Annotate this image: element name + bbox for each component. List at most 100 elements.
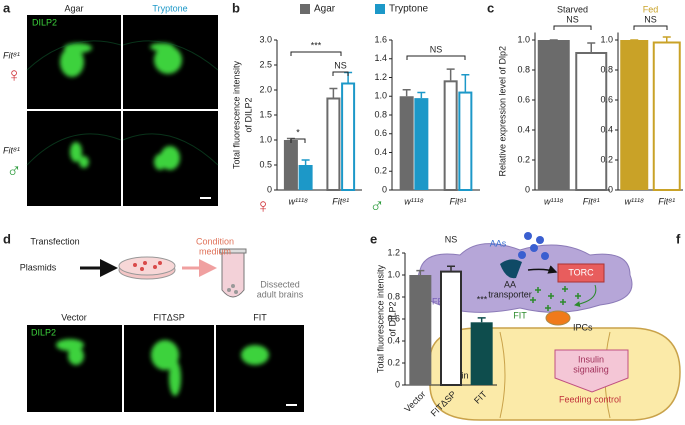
y-tick-label: 0.2 (517, 154, 530, 164)
y-axis-label: of DILP2 (387, 301, 397, 336)
step-label: Plasmids (20, 262, 57, 272)
y-axis-label: Total fluorescence intensity (231, 60, 241, 169)
x-tick-label: Vector (402, 389, 427, 414)
panel-label: a (3, 0, 11, 15)
x-tick-label: w¹¹¹⁸ (544, 196, 563, 206)
diagram-label: TORC (568, 267, 594, 277)
bracket (406, 55, 466, 60)
panel-label: d (3, 231, 11, 246)
bar (652, 41, 681, 191)
bar (409, 275, 432, 385)
diagram-label: Insulin (578, 354, 604, 364)
bar (443, 80, 458, 191)
x-tick-label: Fit⁸¹ (450, 196, 467, 206)
step-label: Condition (196, 236, 234, 246)
y-tick-label: 0.6 (517, 94, 530, 104)
annotation: NS (430, 44, 443, 54)
genotype-label: Fit⁸¹ (3, 50, 20, 60)
error-bar (301, 159, 310, 165)
error-bar (446, 68, 455, 81)
y-tick-label: 1.0 (517, 34, 530, 44)
y-tick-label: 1.0 (374, 91, 387, 101)
bracket (290, 138, 306, 143)
column-label: FITΔSP (153, 312, 185, 322)
legend-swatch (375, 4, 385, 14)
diagram-label: Feeding control (559, 394, 621, 404)
bracket (553, 25, 592, 30)
diagram-label: IPCs (573, 322, 593, 332)
y-tick-label: 1.4 (374, 53, 387, 63)
bracket (332, 71, 349, 76)
y-tick-label: 1.0 (259, 134, 272, 144)
chart-title: Fed (643, 4, 659, 14)
x-tick-label: w¹¹¹⁸ (404, 196, 423, 206)
y-tick-label: 0.8 (517, 64, 530, 74)
error-bar (329, 87, 338, 98)
panel-label: c (487, 0, 494, 15)
error-bar (416, 269, 425, 275)
stain-label: DILP2 (32, 17, 57, 27)
annotation: * (296, 127, 300, 137)
bar (458, 91, 473, 191)
diagram-label: FB (432, 296, 444, 306)
sex-symbol: ♀ (7, 64, 22, 86)
diagram-label: AAs (490, 238, 507, 248)
step-label: adult brains (257, 289, 304, 299)
column-label: Agar (64, 3, 83, 13)
bar (470, 322, 493, 385)
chart-title: Starved (557, 4, 588, 14)
panel-label: b (232, 0, 240, 15)
error-bar (662, 36, 671, 42)
y-axis-label: Total fluorescence intensity (375, 264, 385, 373)
y-tick-label: 0.4 (374, 147, 387, 157)
y-tick-label: 1.5 (259, 109, 272, 119)
panel-label: e (370, 231, 377, 246)
sex-symbol: ♀ (256, 195, 271, 217)
annotation: *** (311, 40, 322, 50)
x-tick-label: Fit⁸¹ (332, 196, 349, 206)
step-label: medium (199, 246, 231, 256)
y-tick-label: 3.0 (259, 34, 272, 44)
bracket (633, 25, 668, 30)
bar (575, 52, 608, 191)
y-tick-label: 0.6 (600, 94, 613, 104)
y-tick-label: 0 (608, 184, 613, 194)
y-tick-label: 1.2 (374, 72, 387, 82)
y-tick-label: 2.5 (259, 59, 272, 69)
y-tick-label: 0.2 (600, 154, 613, 164)
y-axis-label: of DILP2 (243, 97, 253, 132)
schematic-d (27, 248, 304, 412)
x-tick-label: w¹¹¹⁸ (625, 196, 644, 206)
diagram-label: FIT (513, 310, 527, 320)
bar (414, 98, 429, 190)
column-label: Tryptone (152, 3, 187, 13)
y-tick-label: 0.8 (374, 109, 387, 119)
error-bar (477, 317, 486, 323)
bar (326, 97, 341, 191)
bar (298, 165, 313, 190)
sex-symbol: ♂ (7, 160, 22, 182)
bar (440, 270, 462, 387)
y-tick-label: 0 (267, 184, 272, 194)
annotation: *** (477, 294, 488, 304)
y-tick-label: 1.6 (374, 34, 387, 44)
x-tick-label: w¹¹¹⁸ (289, 196, 308, 206)
x-tick-label: Fit⁸¹ (658, 196, 675, 206)
y-tick-label: 1.0 (387, 269, 400, 279)
y-tick-label: 0.4 (517, 124, 530, 134)
y-tick-label: 0.5 (259, 159, 272, 169)
y-axis-label: Relative expression level of Dlp2 (497, 46, 507, 177)
y-tick-label: 0.8 (600, 64, 613, 74)
genotype-label: Fit⁸¹ (3, 145, 20, 155)
legend-label: Tryptone (389, 4, 429, 15)
stain-label: DILP2 (31, 327, 56, 337)
annotation: NS (566, 14, 579, 24)
column-label: FIT (253, 312, 267, 322)
error-bar (402, 88, 411, 97)
y-tick-label: 0 (525, 184, 530, 194)
bracket (290, 51, 342, 56)
legend-swatch (300, 4, 310, 14)
diagram-label: AA (504, 279, 516, 289)
y-tick-label: 0.2 (374, 166, 387, 176)
bar (537, 40, 570, 190)
